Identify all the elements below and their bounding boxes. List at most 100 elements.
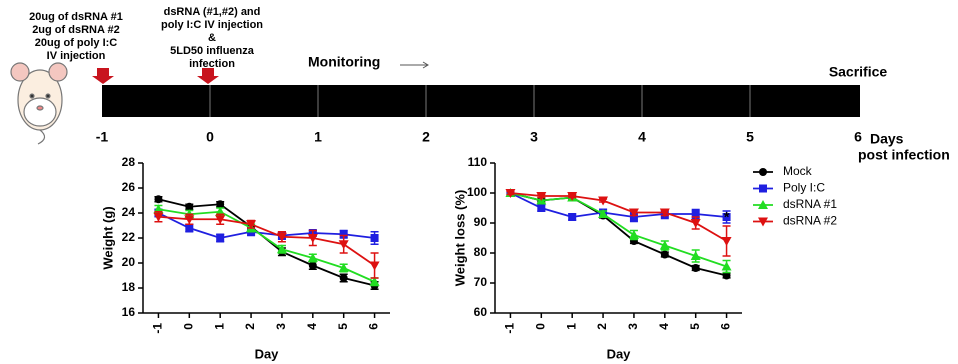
marker [215,215,226,225]
day-label: 5 [746,129,754,145]
timeline-bar [102,85,860,117]
marker [216,234,225,242]
marker [216,200,225,209]
marker [153,212,164,222]
marker [537,204,546,212]
series-line [510,192,727,218]
legend-label: dsRNA #2 [783,214,837,228]
dose-note: 20ug of dsRNA #1 [29,11,123,23]
marker [307,253,318,262]
marker [338,263,349,272]
sacrifice-label: Sacrifice [829,64,888,80]
series-line [158,208,375,283]
x-tick-label: 5 [336,323,350,330]
y-axis-title: Weight (g) [100,206,115,269]
y-tick-label: 22 [122,230,136,244]
mouse-icon [10,62,68,145]
legend-label: dsRNA #1 [783,197,837,211]
x-axis-title: Day [255,346,280,361]
series-line [158,212,375,239]
x-tick-label: 6 [719,323,733,330]
legend-label: Mock [783,164,813,178]
x-tick-label: 5 [688,323,702,330]
marker [660,250,669,259]
marker [721,237,732,246]
x-tick-label: 4 [305,323,319,330]
marker [369,261,380,271]
marker [721,261,732,271]
marker [276,244,287,254]
y-tick-label: 28 [122,155,136,169]
marker [505,189,516,198]
marker [185,224,194,232]
dose-note: IV injection [47,50,106,62]
dose-note: 20ug of poly I:C [35,37,118,49]
marker [339,230,348,239]
y-tick-label: 24 [122,205,136,219]
legend-marker [758,200,768,209]
arrow-first-dose [92,68,114,84]
x-tick-label: 3 [626,323,640,330]
dose-note: & [208,32,216,44]
marker [184,215,195,225]
days-label: post infection [858,147,950,163]
marker [185,202,194,211]
monitoring-label: Monitoring [308,54,380,70]
marker [628,208,639,218]
y-axis-title: Weight loss (%) [452,190,467,287]
y-tick-label: 26 [122,180,136,194]
day-label: 0 [206,129,214,145]
series-line [510,192,728,242]
dose-note: 2ug of dsRNA #2 [32,24,120,36]
marker [690,251,701,260]
marker [308,261,317,270]
x-tick-label: 0 [533,323,547,330]
x-tick-label: 1 [212,323,226,330]
marker [628,230,639,239]
day-label: 6 [854,129,862,145]
marker [536,192,547,201]
day-label: 4 [638,129,646,145]
legend-marker [759,168,767,176]
y-tick-label: 16 [122,305,136,319]
annotation: * [724,209,730,225]
y-tick-label: 100 [467,185,487,199]
x-axis-title: Day [607,346,632,361]
x-tick-label: 2 [595,323,609,330]
monitoring-arrow [400,61,429,69]
marker [598,196,609,206]
dose-note: 5LD50 influenza [170,45,255,57]
y-tick-label: 80 [474,245,488,259]
series-line [510,192,727,268]
arrow-second-dose [197,68,219,84]
marker [659,240,670,250]
marker [307,234,318,243]
dose-note: infection [189,58,235,70]
days-label: Days [870,131,904,147]
dose-note: dsRNA (#1,#2) and [164,6,261,18]
marker [722,271,731,280]
y-tick-label: 70 [474,275,488,289]
x-tick-label: 0 [181,323,195,330]
marker [691,264,700,272]
series-line [158,215,376,267]
marker [690,219,701,228]
marker [567,192,578,201]
y-tick-label: 60 [474,305,488,319]
marker [246,220,257,230]
x-tick-label: 1 [564,323,578,330]
day-label: -1 [96,129,109,145]
x-tick-label: 3 [274,323,288,330]
y-tick-label: 90 [474,215,488,229]
marker [276,232,287,242]
dose-note: poly I:C IV injection [161,19,263,31]
marker [339,274,348,282]
x-tick-label: 6 [367,323,381,330]
x-tick-label: 2 [243,323,257,330]
y-tick-label: 20 [122,255,136,269]
day-label: 3 [530,129,538,145]
y-tick-label: 18 [122,280,136,294]
x-tick-label: -1 [151,323,165,334]
marker [691,210,700,218]
marker [369,276,380,286]
